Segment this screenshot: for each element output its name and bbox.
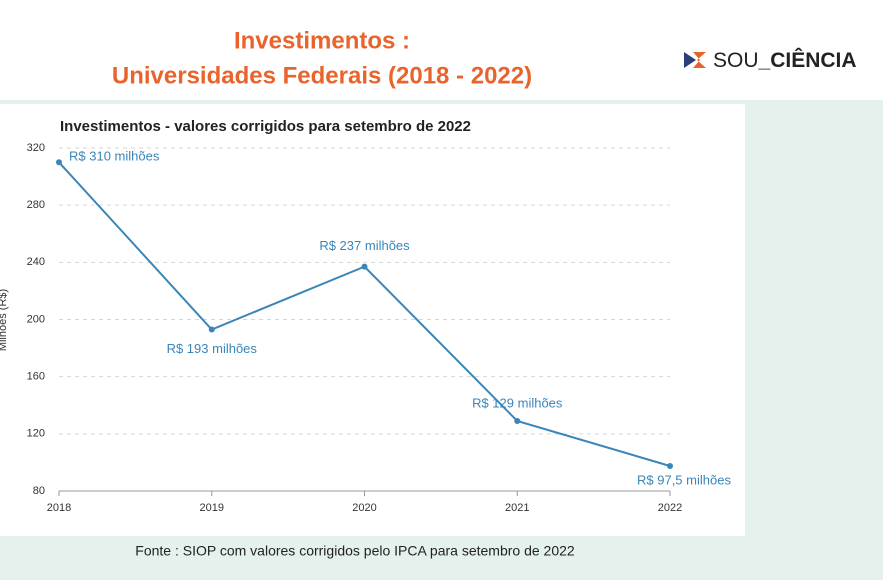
y-tick-label: 160: [27, 371, 45, 383]
data-label: R$ 310 milhões: [69, 149, 160, 164]
logo-icon: [693, 52, 706, 68]
footer-source: Fonte : SIOP com valores corrigidos pelo…: [135, 543, 575, 559]
x-tick-label: 2018: [47, 502, 71, 514]
x-tick-label: 2020: [352, 502, 376, 514]
logo: SOU_CIÊNCIA: [684, 48, 857, 72]
y-tick-label: 80: [33, 485, 45, 497]
logo-icon: [684, 52, 696, 68]
chart-title: Investimentos - valores corrigidos para …: [60, 118, 471, 135]
plot: 80 120 160 200 240 280 320 2018 2019 2020 2021 2022…: [27, 142, 732, 514]
y-tick-label: 280: [27, 199, 45, 211]
data-point: [208, 326, 215, 333]
data-label: R$ 237 milhões: [319, 238, 410, 253]
data-point: [667, 462, 673, 469]
data-point: [56, 159, 62, 166]
header-band: [0, 0, 883, 100]
y-tick-label: 120: [27, 428, 45, 440]
data-label: R$ 193 milhões: [167, 341, 258, 356]
data-point: [361, 263, 368, 270]
y-tick-label: 200: [27, 313, 45, 325]
x-tick-label: 2021: [505, 502, 529, 514]
x-tick-label: 2019: [200, 502, 224, 514]
data-label: R$ 129 milhões: [472, 395, 563, 410]
y-axis-label: Milhões (R$): [0, 289, 9, 351]
data-point: [514, 417, 521, 424]
logo-text: SOU_CIÊNCIA: [713, 48, 857, 72]
x-tick-label: 2022: [658, 502, 682, 514]
logo-part: SOU: [713, 49, 759, 72]
logo-part: _CIÊNCIA: [758, 48, 857, 72]
y-tick-label: 240: [27, 256, 45, 268]
title-line: Investimentos :: [234, 27, 410, 54]
data-label: R$ 97,5 milhões: [637, 472, 731, 487]
title-line: Universidades Federais (2018 - 2022): [112, 62, 532, 89]
y-tick-label: 320: [27, 142, 45, 154]
